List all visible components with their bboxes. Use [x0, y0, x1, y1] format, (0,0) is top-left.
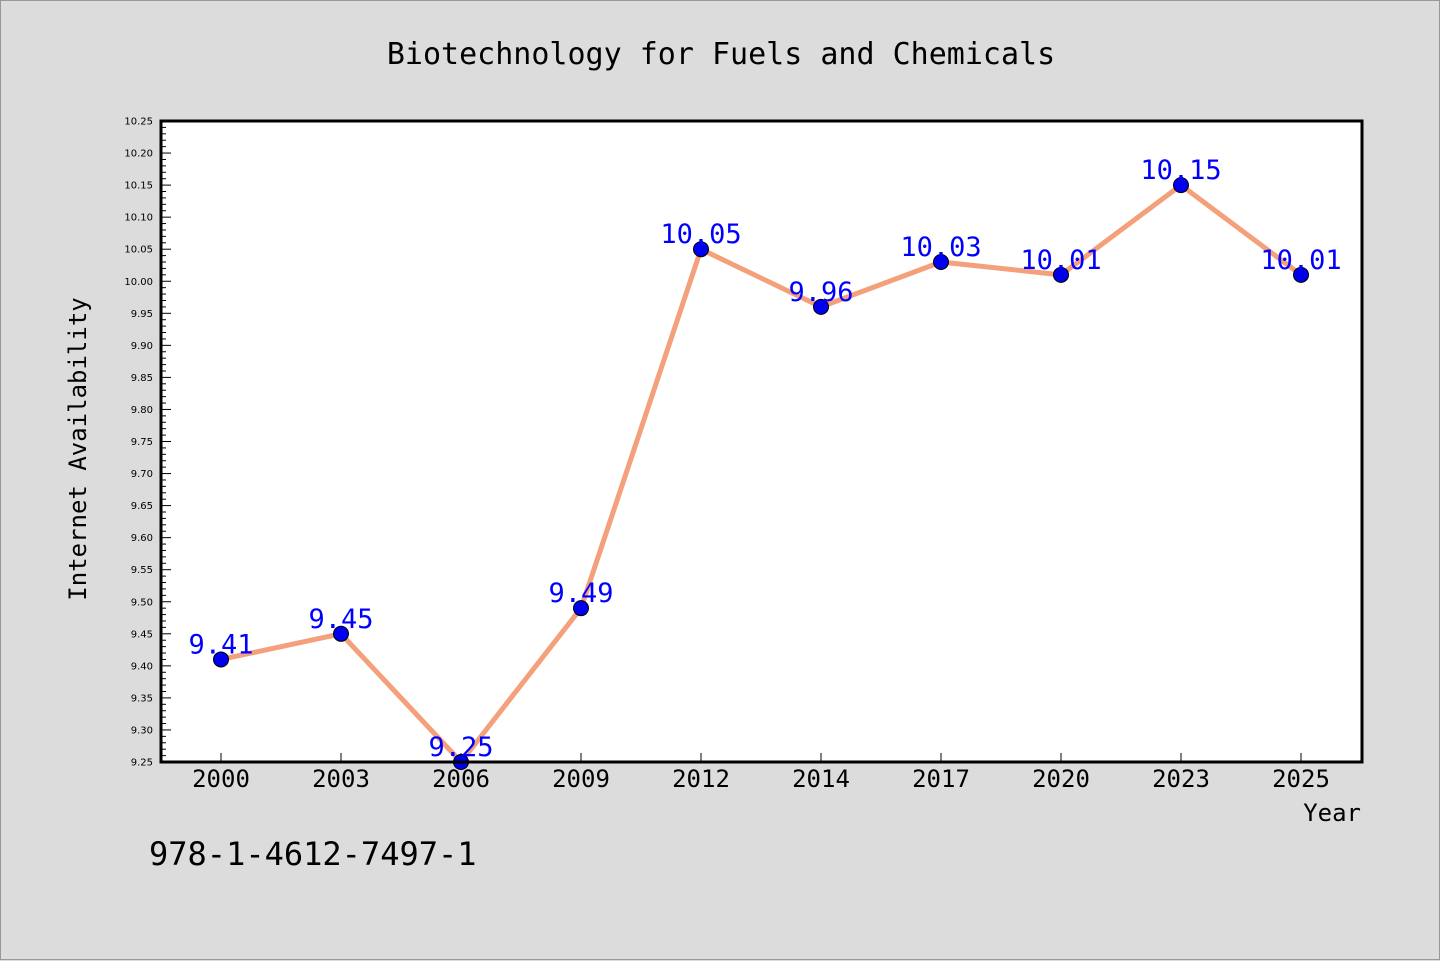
x-tick-label: 2012	[672, 765, 730, 793]
x-tick-label: 2009	[552, 765, 610, 793]
y-tick-label: 9.65	[131, 501, 153, 512]
x-tick-label: 2025	[1272, 765, 1330, 793]
y-tick-label: 9.90	[131, 341, 153, 352]
y-axis-label: Internet Availability	[64, 297, 92, 600]
data-label: 9.49	[548, 578, 613, 609]
data-label: 10.01	[1260, 245, 1341, 276]
series-line	[220, 182, 1303, 765]
x-tick-label: 2003	[312, 765, 370, 793]
series-layer	[213, 177, 1309, 770]
data-point	[1293, 266, 1309, 283]
x-tick-label: 2000	[192, 765, 250, 793]
y-tick-label: 9.35	[131, 693, 153, 704]
data-point	[693, 241, 709, 258]
y-tick-label: 9.85	[131, 373, 153, 384]
y-tick-label: 9.95	[131, 309, 153, 320]
y-axis: 9.25 9.30 9.35 9.40 9.45 9.50 9.55 9.60 9.65 9.70…	[124, 117, 171, 769]
y-tick-label: 9.45	[131, 629, 153, 640]
y-tick-label: 9.50	[131, 597, 153, 608]
data-point	[813, 298, 829, 315]
y-tick-label: 10.20	[124, 149, 153, 160]
data-point	[1053, 266, 1069, 283]
y-tick-label: 10.00	[124, 277, 153, 288]
plot-border	[159, 119, 1364, 764]
plot-area	[161, 121, 1362, 762]
y-tick-label: 9.75	[131, 437, 153, 448]
data-label-layer: 9.41 9.45 9.25 9.49 10.05 9.96 10.03 10.01 10.15…	[188, 155, 1341, 763]
x-axis: 2000 2003 2006 2009 2012 2014 2017 2020 2023 2025	[192, 753, 1330, 793]
data-point	[573, 600, 589, 617]
y-tick-label: 10.25	[124, 117, 153, 128]
data-label: 10.03	[900, 232, 981, 263]
data-label: 10.05	[660, 219, 741, 250]
y-tick-label: 10.15	[124, 181, 153, 192]
x-tick-label: 2017	[912, 765, 970, 793]
y-tick-label: 9.55	[131, 565, 153, 576]
data-label: 9.25	[428, 732, 493, 763]
data-label: 10.15	[1140, 155, 1221, 186]
x-axis-label: Year	[1303, 799, 1361, 827]
data-label: 10.01	[1020, 245, 1101, 276]
data-label: 9.96	[788, 277, 853, 308]
x-tick-label: 2014	[792, 765, 850, 793]
y-tick-label: 9.40	[131, 661, 153, 672]
x-tick-label: 2020	[1032, 765, 1090, 793]
x-tick-label: 2023	[1152, 765, 1210, 793]
isbn-text: 978-1-4612-7497-1	[149, 835, 477, 873]
y-tick-label: 10.10	[124, 213, 153, 224]
y-tick-label: 9.30	[131, 725, 153, 736]
data-point	[1173, 177, 1189, 194]
data-point	[333, 625, 349, 642]
y-tick-label: 9.25	[131, 758, 153, 769]
y-tick-label: 9.70	[131, 469, 153, 480]
data-point	[933, 254, 949, 271]
chart-title: Biotechnology for Fuels and Chemicals	[387, 37, 1055, 72]
data-label: 9.41	[188, 629, 253, 660]
y-tick-label: 9.60	[131, 533, 153, 544]
y-tick-label: 10.05	[124, 245, 153, 256]
y-tick-label: 9.80	[131, 405, 153, 416]
data-point	[213, 651, 229, 668]
data-label: 9.45	[308, 604, 373, 635]
